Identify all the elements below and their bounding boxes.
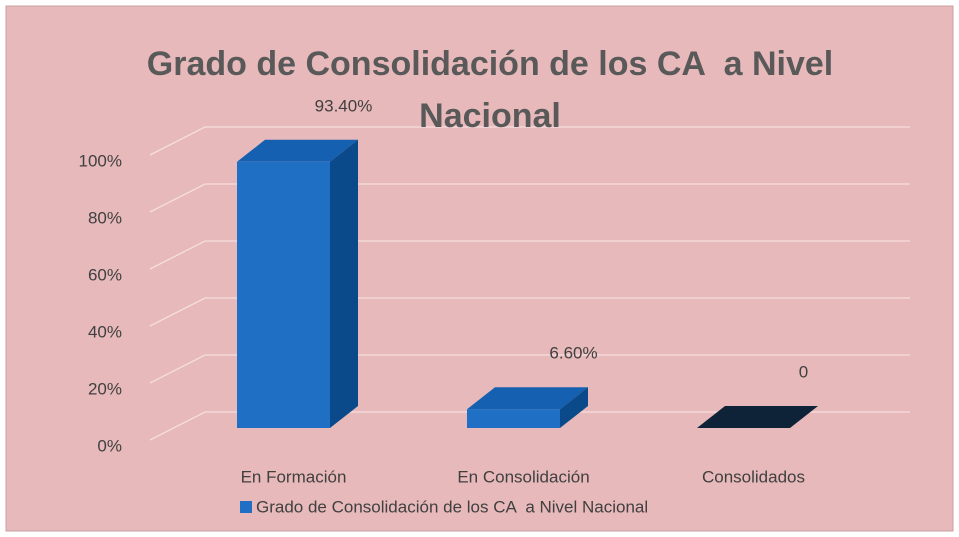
grid-line [149,183,910,213]
y-tick-label: 40% [88,322,122,341]
bar-top [237,139,358,162]
bar [467,409,560,428]
y-tick-label: 100% [79,151,122,170]
bar [237,161,330,428]
grid-line [149,354,910,384]
grid-line [149,126,910,156]
x-tick-label: En Consolidación [457,467,589,486]
y-tick-label: 20% [88,379,122,398]
bar-side [330,139,358,428]
y-tick-label: 60% [88,265,122,284]
legend-label: Grado de Consolidación de los CA a Nivel… [256,497,648,516]
bar-top [697,406,818,428]
y-tick-label: 80% [88,208,122,227]
data-label: 0 [799,362,808,381]
y-tick-label: 0% [97,436,122,455]
grid-line [149,297,910,327]
grid-line [149,240,910,270]
legend-swatch [240,501,252,513]
bar-side [560,387,588,428]
chart-background [5,5,954,532]
chart-title: Grado de Consolidación de los CA a Nivel… [146,45,843,135]
x-tick-label: Consolidados [702,467,805,486]
grid-line [149,411,910,441]
bar-top [467,387,588,410]
data-label: 6.60% [549,344,597,363]
x-tick-label: En Formación [241,467,347,486]
data-label: 93.40% [315,96,373,115]
